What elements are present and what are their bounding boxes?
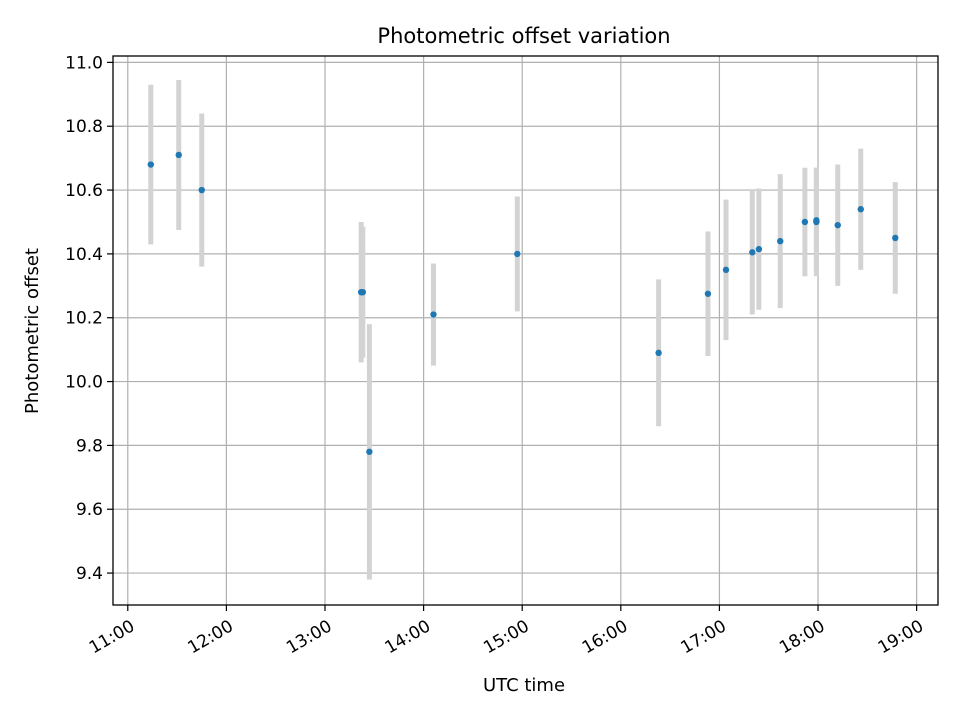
chart-title: Photometric offset variation [377, 24, 670, 48]
data-point [198, 186, 205, 194]
plot-frame [112, 55, 939, 606]
y-tick-label: 11.0 [65, 53, 103, 73]
y-tick-label: 9.8 [76, 436, 103, 456]
data-point [147, 161, 154, 168]
data-point [359, 288, 367, 296]
data-point [175, 151, 182, 159]
data-point [430, 311, 437, 318]
grid-lines [113, 56, 938, 605]
y-tick-label: 10.6 [65, 181, 103, 201]
data-point [514, 250, 521, 258]
data-point [813, 218, 820, 226]
data-point [722, 266, 730, 274]
data-points [147, 151, 899, 455]
y-axis-ticks: 9.4 9.6 9.8 10.0 10.2 10.4 10.6 10.8 11.0 [65, 53, 113, 584]
y-tick-label: 10.8 [65, 117, 103, 137]
data-point [366, 448, 373, 455]
y-tick-label: 10.4 [65, 245, 103, 265]
data-point [892, 234, 899, 242]
data-point [857, 206, 864, 213]
data-point [749, 249, 756, 256]
data-point [704, 290, 712, 297]
y-tick-label: 10.0 [65, 373, 103, 393]
x-axis-label: UTC time [483, 675, 565, 696]
data-point [777, 237, 784, 245]
data-point [655, 349, 662, 357]
y-tick-label: 9.4 [76, 564, 103, 584]
y-tick-label: 10.2 [65, 309, 103, 329]
data-point [755, 245, 763, 253]
data-point [834, 221, 841, 229]
y-tick-label: 9.6 [76, 500, 103, 520]
y-axis-label: Photometric offset [22, 248, 43, 414]
data-point [801, 218, 809, 226]
